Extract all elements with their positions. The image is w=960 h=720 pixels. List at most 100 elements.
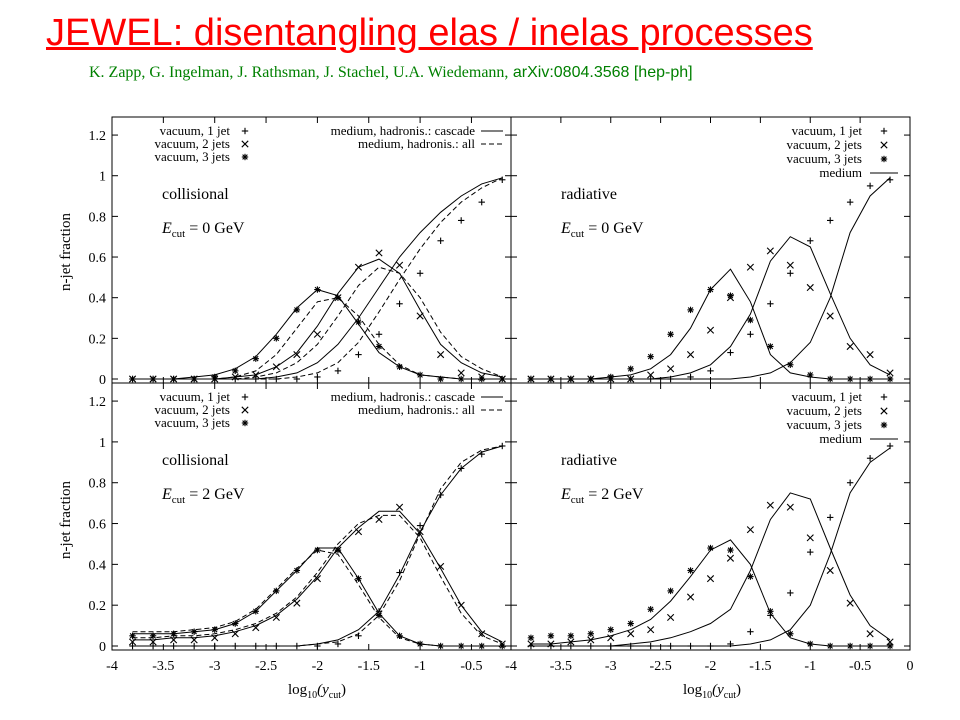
point-plus [866, 182, 874, 190]
point-star-stroke [647, 353, 654, 360]
point-cross-stroke [437, 562, 445, 570]
point-plus [334, 640, 342, 648]
point-star-stroke [647, 606, 654, 613]
legend-label: vacuum, 2 jets [787, 137, 862, 152]
point-cross [726, 554, 735, 562]
legend-marker-star-stroke [881, 422, 887, 428]
series-line-dashed [132, 514, 503, 645]
point-cross-stroke [437, 351, 445, 359]
legend-label: medium [819, 165, 862, 180]
point-plus [807, 548, 814, 556]
point-cross-stroke [826, 312, 834, 320]
point-cross [886, 369, 894, 377]
point-plus [375, 331, 383, 338]
point-cross-stroke [395, 261, 404, 269]
xtick-label: -3.5 [550, 659, 572, 674]
point-cross [395, 261, 404, 269]
panel-ecut: Ecut = 0 GeV [560, 220, 644, 240]
point-star-stroke [252, 355, 259, 362]
point-plus [314, 373, 321, 381]
xlabel-left-arg: (y [317, 682, 329, 698]
point-cross [706, 326, 715, 334]
legend-label: medium, hadronis.: all [358, 402, 475, 417]
series-line-dashed [132, 266, 503, 380]
ytick-label: 0.2 [89, 599, 107, 614]
point-star [547, 632, 555, 639]
point-cross-stroke [686, 351, 695, 359]
slide-authors: K. Zapp, G. Ingelman, J. Rathsman, J. St… [89, 64, 693, 82]
point-star-stroke [687, 567, 694, 574]
xtick-label: -3 [605, 659, 617, 674]
xtick-label: -2.5 [650, 659, 672, 674]
point-star-stroke [528, 376, 534, 382]
point-cross [313, 575, 321, 583]
series-line-solid [132, 258, 503, 380]
legend-marker-plus [241, 393, 249, 401]
xtick-label: -0.5 [849, 659, 871, 674]
legend-marker-cross-stroke [241, 406, 249, 414]
legend-marker-cross-stroke [880, 407, 888, 415]
point-cross-stroke [313, 575, 321, 583]
ytick-label: 0.2 [89, 332, 107, 347]
point-cross-stroke [746, 263, 754, 271]
xtick-label: -3 [209, 659, 221, 674]
point-cross-stroke [866, 630, 874, 638]
panel-ecut: Ecut = 2 GeV [560, 486, 644, 506]
point-plus [416, 522, 424, 529]
panel-frames: 0 0.2 0.4 0.6 0.8 1 1.2 0 0.2 0.4 0.6 0.8 1 1.2 -4 -3.5… [89, 116, 914, 674]
xtick-label: -2.5 [255, 659, 277, 674]
legend-label: medium [819, 431, 862, 446]
legend-marker-cross-stroke [241, 140, 249, 148]
point-star-stroke [767, 608, 774, 615]
point-star-stroke [355, 319, 362, 325]
point-cross [375, 515, 383, 524]
point-star [787, 630, 794, 637]
point-cross [846, 342, 854, 351]
ytick-label: 1.2 [89, 129, 107, 144]
point-cross-stroke [313, 330, 321, 338]
xtick-label: -2 [705, 659, 717, 674]
point-cross-stroke [667, 365, 675, 373]
series-line-solid [531, 177, 891, 380]
legend-label: vacuum, 1 jet [160, 123, 231, 138]
point-star [667, 587, 674, 595]
point-star [687, 567, 694, 574]
point-star [647, 606, 654, 613]
xtick-label: -1 [804, 659, 816, 674]
point-plus [457, 217, 465, 224]
series-line-solid [531, 236, 891, 380]
xtick-label: -0.5 [460, 659, 482, 674]
series-line-solid [132, 177, 503, 380]
series-line-solid [531, 539, 890, 647]
ytick-label: 0 [99, 640, 106, 655]
point-star-stroke [727, 292, 734, 299]
arxiv-reference: arXiv:0804.3568 [hep-ph] [512, 64, 693, 81]
point-plus [437, 237, 444, 244]
xlabel-left: log10(ycut) [288, 682, 346, 701]
point-star-stroke [787, 361, 794, 368]
point-star-stroke [887, 643, 893, 649]
series-line-solid [531, 492, 891, 647]
series-line-dashed [132, 177, 503, 380]
point-cross [686, 593, 695, 601]
series-line-solid [132, 510, 503, 643]
point-plus [747, 331, 754, 338]
point-star-stroke [588, 630, 594, 637]
point-plus [846, 198, 854, 206]
legend-label: vacuum, 3 jets [787, 417, 862, 432]
point-cross-stroke [886, 369, 894, 377]
point-cross [478, 630, 486, 638]
point-star-stroke [627, 620, 634, 627]
point-cross-stroke [846, 342, 854, 351]
series-line-dashed [132, 549, 503, 647]
point-plus [827, 514, 834, 521]
xtick-label: -4 [505, 659, 517, 674]
legend-label: vacuum, 2 jets [155, 136, 230, 151]
point-cross-stroke [786, 261, 794, 269]
point-cross [686, 351, 695, 359]
point-cross-stroke [667, 613, 675, 622]
ytick-label: 1 [99, 170, 106, 185]
legend-marker-plus [241, 127, 249, 135]
point-cross-stroke [786, 503, 794, 511]
